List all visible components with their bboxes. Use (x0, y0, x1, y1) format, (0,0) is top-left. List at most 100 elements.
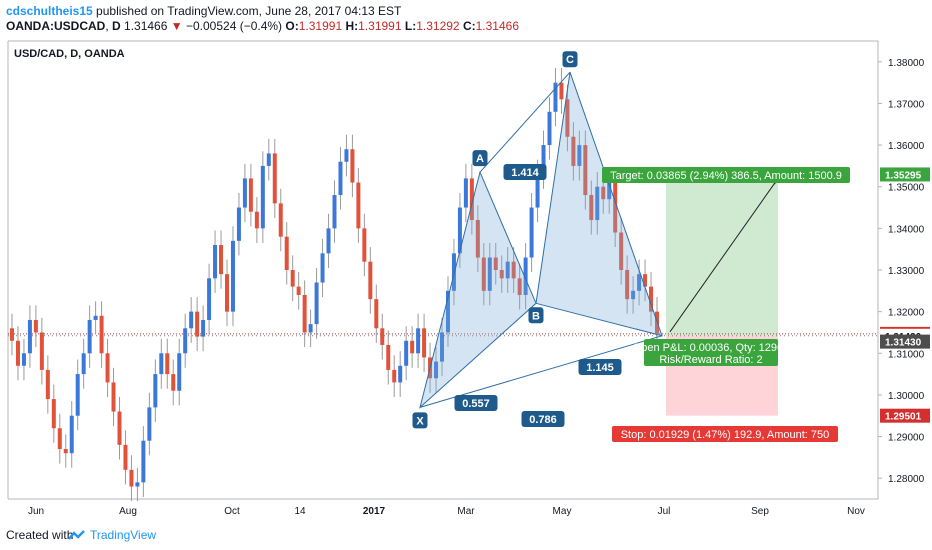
candle-body (87, 319, 92, 354)
candle-body (565, 99, 570, 137)
open-pl-label-text-1: Risk/Reward Ratio: 2 (659, 354, 762, 366)
tradingview-logo[interactable]: TradingView (68, 528, 156, 542)
candles (10, 68, 659, 502)
candle-body (637, 274, 642, 291)
candle-body (535, 174, 540, 208)
candle-body (404, 340, 409, 366)
x-tick-label: Mar (457, 506, 475, 517)
candle-body (493, 257, 498, 270)
candle-body (236, 207, 241, 241)
candle-body (21, 353, 26, 366)
candle-body (422, 328, 427, 358)
candle-body (195, 311, 200, 337)
down-arrow-icon: ▼ (170, 19, 183, 33)
candle-body (481, 257, 486, 291)
candle-body (308, 324, 313, 333)
candle-body (260, 165, 265, 229)
ratio-xb-label: 0.557 (462, 398, 490, 410)
candle-body (511, 261, 516, 279)
pattern-bcd-triangle (535, 72, 663, 337)
candle-body (105, 353, 110, 383)
candle-body (625, 270, 630, 300)
x-tick-label: Aug (119, 506, 137, 517)
x-tick-label: 14 (294, 506, 306, 517)
price-chart[interactable]: USD/CAD, D, OANDA X A B C 1.414 0.557 1.145 0.7… (0, 37, 932, 519)
candle-body (290, 270, 295, 287)
pattern-ac-line (479, 71, 571, 173)
target-label-bg (602, 167, 850, 183)
low-key: L: (404, 19, 417, 33)
price-tag-other: 1.31430 (885, 338, 922, 349)
price-tag-stop-bg (880, 408, 930, 423)
y-tick-label: 1.28000 (888, 474, 925, 485)
candle-body (356, 182, 361, 229)
time-axis[interactable]: Jun Aug Oct 14 2017 Mar May Jul Sep Nov (28, 506, 865, 517)
candle-body (547, 111, 552, 146)
open-key: O: (285, 19, 299, 33)
ratio-xb-label-bg (454, 395, 498, 411)
y-tick-label: 1.37000 (888, 99, 925, 110)
open-value: 1.31991 (298, 19, 343, 33)
x-tick-label: May (553, 506, 572, 517)
point-b-label-bg (528, 307, 544, 324)
candle-body (589, 195, 594, 221)
price-axis[interactable]: 1.28000 1.29000 1.30000 1.31000 1.32000 1.330… (878, 58, 930, 485)
candle-body (475, 220, 480, 258)
interval: D (112, 19, 121, 33)
candle-body (386, 344, 391, 370)
candle-body (541, 145, 546, 175)
ohlc-line: OANDA:USDCAD, D 1.31466 ▼ −0.00524 (−0.4… (6, 19, 520, 33)
stop-label-bg (612, 426, 838, 442)
candle-body (117, 411, 122, 445)
candle-body (368, 261, 373, 300)
candle-body (553, 82, 558, 112)
tradingview-brand: TradingView (90, 528, 157, 542)
target-arrow-line (669, 178, 779, 333)
candle-body (45, 369, 50, 400)
x-tick-label: Nov (847, 506, 865, 517)
candle-body (487, 257, 492, 291)
candle-body (440, 332, 444, 362)
harmonic-pattern: X A B C 1.414 0.557 1.145 0.786 (412, 51, 779, 429)
candle-body (296, 286, 301, 295)
candle-body (51, 399, 56, 429)
candle-body (207, 278, 212, 320)
candle-body (320, 253, 325, 283)
chart-header: cdschultheis15 published on TradingView.… (0, 0, 932, 36)
candle-body (93, 315, 98, 320)
candle-body (75, 374, 80, 416)
candle-body (10, 328, 14, 341)
author-link[interactable]: cdschultheis15 (6, 4, 93, 18)
close-key: C: (462, 19, 476, 33)
y-tick-label: 1.38000 (888, 58, 925, 69)
ratio-xd-label: 0.786 (529, 414, 557, 426)
candle-body (332, 195, 337, 229)
candle-body (314, 282, 319, 325)
candle-body (577, 145, 582, 166)
publish-line: cdschultheis15 published on TradingView.… (6, 4, 401, 18)
candle-body (15, 340, 20, 366)
point-a-label: A (476, 153, 484, 165)
candle-body (445, 290, 450, 333)
last-price: 1.31466 (124, 19, 168, 33)
price-tag-other-bg (880, 334, 930, 349)
created-with-label: Created with (6, 528, 74, 542)
y-tick-label: 1.30000 (888, 391, 925, 402)
low-value: 1.31292 (416, 19, 460, 33)
candle-body (619, 232, 624, 270)
y-tick-label: 1.35000 (888, 183, 925, 194)
ratio-bd-label-bg (578, 359, 622, 375)
candle-body (434, 361, 439, 379)
chart-title: USD/CAD, D, OANDA (14, 48, 125, 60)
position-labels: Target: 0.03865 (2.94%) 386.5, Amount: 1… (602, 167, 850, 442)
candle-body (601, 186, 606, 200)
y-tick-label: 1.33000 (888, 266, 925, 277)
x-tick-label: 2017 (363, 506, 386, 517)
high-key: H: (345, 19, 359, 33)
candle-body (278, 203, 283, 237)
candle-body (147, 407, 152, 441)
candle-body (284, 236, 289, 270)
candle-body (225, 274, 229, 312)
point-c-label-bg (562, 51, 578, 68)
candle-body (571, 136, 576, 166)
